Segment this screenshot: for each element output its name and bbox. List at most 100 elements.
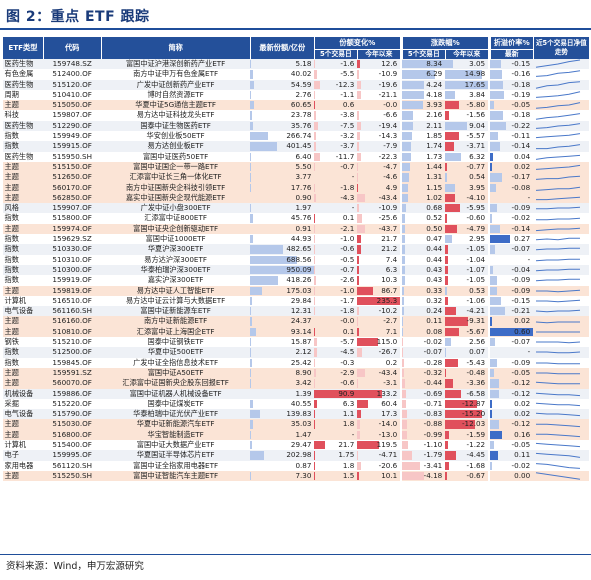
- cell-discount-bar: [490, 368, 494, 378]
- cell-share-value: 0.90: [295, 192, 312, 202]
- cell-share: 8.90: [250, 367, 315, 379]
- cell-price-ytd-bar: [445, 265, 448, 275]
- cell-price-5d-value: 0.50: [426, 223, 443, 233]
- cell-share-value: 6.40: [295, 151, 312, 161]
- cell-trend-sparkline: [533, 203, 589, 214]
- cell-share: 5.50: [250, 161, 315, 173]
- trend-line: [536, 123, 581, 129]
- cell-price-ytd-value: -4.45: [466, 450, 486, 460]
- cell-share-value: 44.93: [290, 234, 312, 244]
- cell-share-value: 23.78: [290, 110, 312, 120]
- cell-share-5d-bar: [314, 471, 316, 481]
- cell-price-ytd-value: 17.65: [464, 79, 486, 89]
- cell-share-value: 401.45: [286, 141, 312, 151]
- cell-name: 汇添富中证800ETF: [101, 213, 251, 224]
- cell-share-value: 29.84: [290, 295, 312, 305]
- trend-line: [536, 196, 581, 201]
- cell-price-5d-value: -0.28: [423, 357, 443, 367]
- cell-discount: -0.15: [490, 59, 534, 70]
- cell-category: 周期: [2, 89, 44, 101]
- cell-price-5d: -0.71: [402, 398, 446, 410]
- trend-line: [536, 206, 581, 210]
- cell-price-5d-bar: [402, 276, 405, 285]
- cell-share-ytd: -21.1: [357, 89, 401, 101]
- trend-sparkline: [536, 412, 581, 417]
- cell-share-5d-bar: [314, 348, 317, 357]
- cell-category: 采掘: [2, 398, 44, 410]
- cell-price-5d-bar: [402, 70, 435, 79]
- cell-share-value: 418.26: [286, 275, 312, 285]
- cell-price-ytd: -3.71: [445, 141, 489, 152]
- cell-name: 华泰柏瑞沪深300ETF: [101, 264, 251, 276]
- cell-price-ytd-bar: [445, 80, 489, 89]
- cell-share-ytd-value: -13.0: [378, 429, 398, 439]
- cell-share-value: 202.98: [286, 450, 312, 460]
- cell-name: 广发中证小盘300ETF: [101, 203, 251, 214]
- trend-line: [536, 321, 581, 323]
- cell-price-ytd-value: -1.07: [466, 264, 486, 274]
- cell-share-ytd: -43.4: [357, 367, 401, 379]
- cell-price-ytd-bar: [445, 90, 455, 100]
- cell-price-5d-bar: [402, 214, 406, 223]
- cell-share-5d: -2.1: [314, 223, 358, 235]
- cell-price-ytd: -5.80: [445, 100, 489, 111]
- title-divider: [0, 28, 591, 30]
- table-row: 主题 159819.OF 易方达中证人工智能ETF 175.03 -1.0 86.7 0.3…: [2, 285, 589, 296]
- cell-share-5d-bar: [314, 111, 317, 120]
- cell-price-5d-bar: [402, 410, 407, 419]
- col-header-category: ETF类型: [2, 37, 44, 59]
- cell-price-5d-bar: [402, 255, 405, 264]
- cell-share: 35.76: [250, 120, 315, 132]
- cell-price-5d: -0.44: [402, 378, 446, 389]
- cell-discount: -0.07: [490, 337, 534, 348]
- cell-discount-bar: [490, 173, 503, 182]
- cell-price-5d-value: 0.33: [426, 285, 443, 295]
- cell-share: 3.77: [250, 172, 315, 183]
- cell-share: 0.87: [250, 460, 315, 471]
- cell-trend-sparkline: [533, 244, 589, 255]
- cell-trend-sparkline: [533, 337, 589, 348]
- cell-share-5d-bar: [314, 399, 318, 409]
- cell-share-value: 7.30: [295, 470, 312, 480]
- cell-share-ytd-bar: [357, 214, 363, 223]
- cell-discount-value: -0.09: [511, 203, 531, 213]
- cell-share-ytd-value: -43.4: [378, 367, 398, 377]
- col-header-price-ytd: 今年以来: [444, 49, 489, 59]
- cell-share: 40.55: [250, 398, 315, 410]
- table-row: 主题 560170.OF 南方中证国新央企科技引领ETF 17.76 -1.8 4.9 1.…: [2, 182, 589, 193]
- cell-code: 515050.OF: [43, 100, 102, 111]
- cell-discount: 0.04: [490, 151, 534, 162]
- cell-share-value: 266.74: [286, 131, 312, 141]
- cell-name: 富国中证A50ETF: [101, 367, 251, 379]
- cell-share-ytd-bar: [357, 183, 359, 192]
- cell-share-5d-value: -3.2: [340, 131, 355, 141]
- cell-share-value: 12.31: [290, 306, 312, 316]
- cell-price-5d-value: -0.32: [423, 367, 443, 377]
- trend-sparkline: [536, 102, 581, 110]
- trend-sparkline: [536, 59, 581, 68]
- cell-share-5d-value: -1.0: [340, 285, 355, 295]
- cell-price-ytd-bar: [445, 152, 461, 161]
- cell-name: 汇添富中证长三角一体化ETF: [101, 172, 251, 183]
- trend-sparkline: [536, 81, 581, 89]
- cell-price-5d: 0.11: [402, 316, 446, 327]
- cell-share-ytd-bar: [357, 255, 359, 264]
- cell-price-ytd-value: -0.48: [466, 367, 486, 377]
- cell-category: 机械设备: [2, 388, 44, 399]
- cell-share-bar: [250, 358, 252, 367]
- table-row: 钢铁 515210.OF 国泰中证钢铁ETF 15.87 -5.7 115.0 -0.02 2…: [2, 337, 589, 348]
- cell-price-5d-bar: [402, 245, 405, 254]
- cell-share: 418.26: [250, 275, 315, 286]
- cell-discount-value: 0.02: [514, 409, 531, 419]
- cell-share-5d: 0.6: [314, 100, 358, 111]
- cell-share-5d: 0.1: [314, 213, 358, 224]
- cell-price-5d-value: 1.44: [426, 161, 443, 171]
- cell-share-ytd-bar: [357, 70, 360, 79]
- table-row: 指数 159949.OF 华安创业板50ETF 266.74 -3.2 -14.3 1.85…: [2, 131, 589, 142]
- cell-share-5d-value: -0.5: [340, 254, 355, 264]
- cell-share-5d-value: 0.1: [342, 213, 355, 223]
- cell-category: 指数: [2, 275, 44, 286]
- trend-sparkline: [536, 133, 581, 139]
- figure-title: 图 2：重点 ETF 跟踪: [6, 9, 150, 25]
- cell-discount-value: -0.14: [511, 141, 531, 151]
